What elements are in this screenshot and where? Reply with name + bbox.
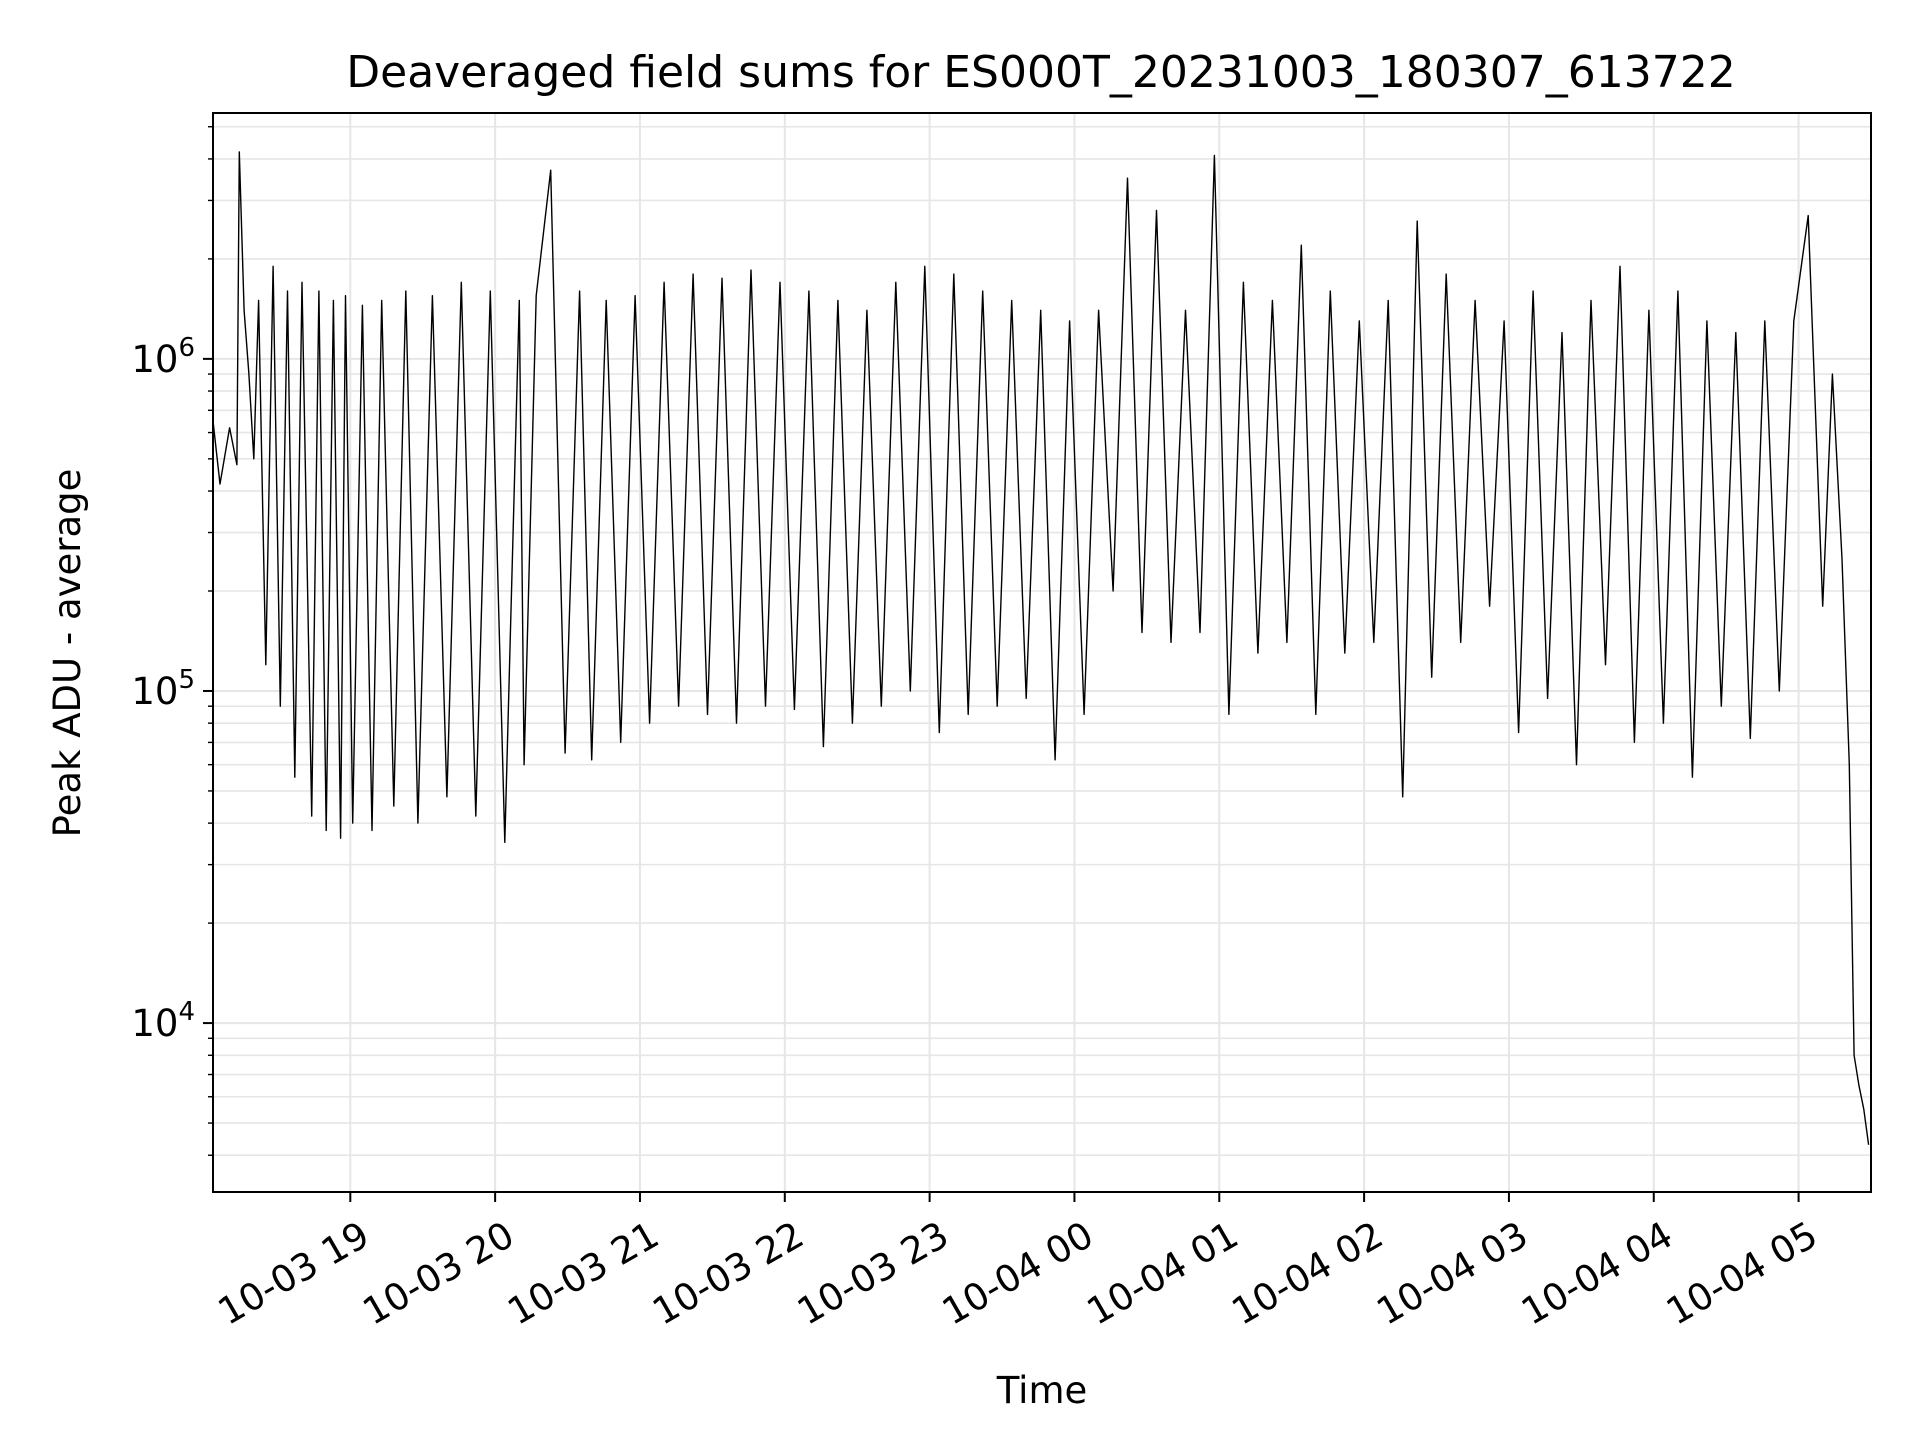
y-axis: 104 105 106 — [131, 126, 213, 1156]
y-tick-label: 106 — [131, 333, 195, 381]
plot-frame — [212, 112, 1872, 1193]
chart-title: Deaveraged field sums for ES000T_2023100… — [346, 47, 1735, 98]
y-tick-label: 104 — [131, 997, 195, 1045]
x-axis-label: Time — [996, 1369, 1088, 1412]
y-tick-label: 105 — [131, 665, 195, 713]
y-axis-label: Peak ADU - average — [46, 469, 89, 838]
series-line — [213, 151, 1870, 1145]
